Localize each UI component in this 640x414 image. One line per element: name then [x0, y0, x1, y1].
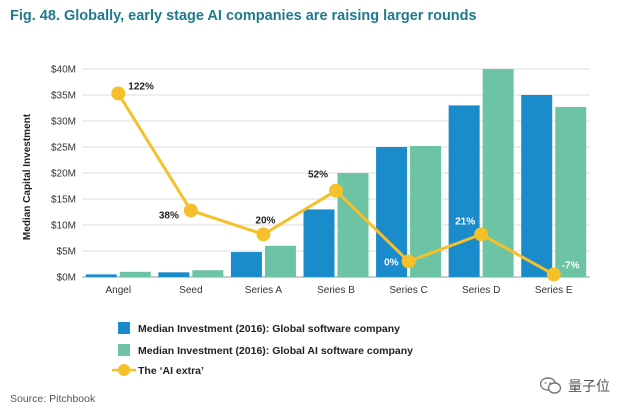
y-tick-label: $15M — [51, 195, 76, 206]
source-note: Source: Pitchbook — [10, 393, 96, 405]
watermark-text: 量子位 — [568, 378, 610, 394]
ai-extra-label: -7% — [562, 260, 580, 271]
bar-software — [303, 209, 335, 277]
ai-extra-point — [111, 86, 126, 101]
bar-ai-software — [119, 271, 151, 277]
y-tick-label: $35M — [51, 91, 76, 102]
ai-extra-label: 0% — [384, 257, 399, 268]
y-tick-label: $40M — [51, 65, 76, 76]
x-axis: Angel Seed Series A Series B Series C Series … — [105, 285, 572, 296]
legend: Median Investment (2016): Global softwar… — [112, 322, 413, 377]
ai-extra-label: 21% — [455, 216, 475, 227]
x-tick-label: Seed — [179, 285, 202, 296]
bar-software — [230, 252, 262, 277]
x-tick-label: Series A — [245, 285, 283, 296]
ai-extra-line: 122% 38% 20% 52% 0% 21% -7% — [111, 81, 580, 282]
legend-label-ai-extra: The ‘AI extra’ — [138, 365, 204, 377]
bar-ai-software — [410, 145, 442, 277]
x-tick-label: Series E — [535, 285, 573, 296]
x-tick-label: Angel — [105, 285, 131, 296]
watermark: 量子位 — [540, 376, 610, 396]
bar-software — [85, 274, 117, 277]
ai-extra-point — [329, 183, 343, 198]
y-tick-label: $10M — [51, 221, 76, 232]
bar-ai-software — [482, 69, 514, 277]
bar-ai-software — [555, 106, 587, 278]
legend-label-software: Median Investment (2016): Global softwar… — [138, 323, 400, 335]
x-tick-label: Series C — [389, 285, 427, 296]
bar-software — [448, 105, 480, 278]
x-tick-label: Series B — [317, 285, 355, 296]
ai-extra-point — [474, 227, 489, 242]
chart-title: Fig. 48. Globally, early stage AI compan… — [10, 8, 477, 24]
legend-marker-ai-extra — [118, 364, 130, 376]
bar-software — [158, 272, 190, 277]
wechat-icon — [540, 377, 562, 394]
ai-extra-point — [546, 267, 561, 282]
ai-extra-label: 52% — [308, 170, 328, 181]
bar-software — [521, 95, 553, 277]
y-tick-label: $25M — [51, 143, 76, 154]
ai-extra-point — [401, 254, 416, 269]
legend-label-ai-software: Median Investment (2016): Global AI soft… — [138, 345, 413, 357]
y-tick-label: $30M — [51, 117, 76, 128]
legend-swatch-software — [118, 322, 130, 334]
ai-extra-point — [256, 227, 271, 242]
bar-ai-software — [192, 270, 224, 277]
x-tick-label: Series D — [462, 285, 500, 296]
ai-extra-point — [183, 203, 198, 218]
ai-extra-label: 20% — [255, 215, 275, 226]
y-tick-label: $0M — [57, 273, 76, 284]
y-axis-label: Median Capital Investment — [22, 113, 33, 240]
ai-extra-label: 38% — [159, 210, 179, 221]
y-tick-label: $20M — [51, 169, 76, 180]
legend-swatch-ai-software — [118, 344, 130, 356]
bar-ai-software — [264, 245, 296, 277]
ai-extra-label: 122% — [128, 81, 154, 92]
y-tick-label: $5M — [57, 247, 76, 258]
